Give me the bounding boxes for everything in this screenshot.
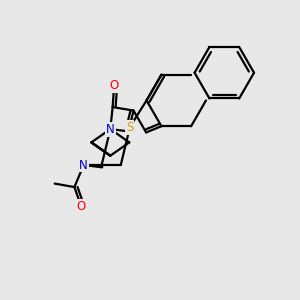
Text: O: O <box>110 79 119 92</box>
Text: N: N <box>79 158 88 172</box>
Text: N: N <box>106 123 115 136</box>
Text: N: N <box>106 123 115 136</box>
Text: O: O <box>77 200 86 213</box>
Text: S: S <box>126 121 133 134</box>
